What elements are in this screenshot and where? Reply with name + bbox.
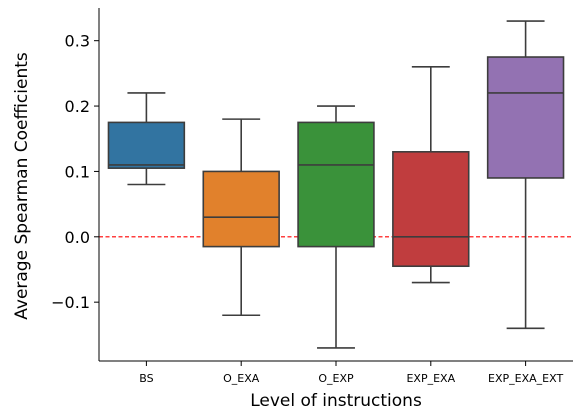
axes: 0.3 0.2 0.1 0.0 −0.1 BS O_EXA O_EXP EXP_EXA EXP_E… [51,8,573,385]
y-tick-label: 0.0 [65,228,90,247]
x-tick-label: O_EXP [318,372,354,385]
box-o-exa [202,118,280,317]
box-o-exp [297,105,375,349]
x-axis-title: Level of instructions [250,391,422,411]
box-exp-exa-ext [486,20,565,330]
y-tick-label: −0.1 [51,293,90,312]
y-axis-title: Average Spearman Coefficients [12,52,32,320]
x-tick-label: O_EXA [223,372,260,385]
y-tick-label: 0.2 [65,97,90,116]
x-tick-label: BS [139,372,153,385]
iqr-box [486,56,565,179]
iqr-box [107,121,186,169]
box-exp-exa [392,66,470,284]
x-tick-label: EXP_EXA_EXT [488,372,563,385]
iqr-box [392,151,470,268]
plot-area [99,20,573,349]
y-tick-label: 0.3 [65,32,90,51]
box-bs [107,92,186,186]
iqr-box [202,170,280,248]
x-tick-label: EXP_EXA [406,372,455,385]
iqr-box [297,121,375,248]
y-tick-label: 0.1 [65,162,90,181]
